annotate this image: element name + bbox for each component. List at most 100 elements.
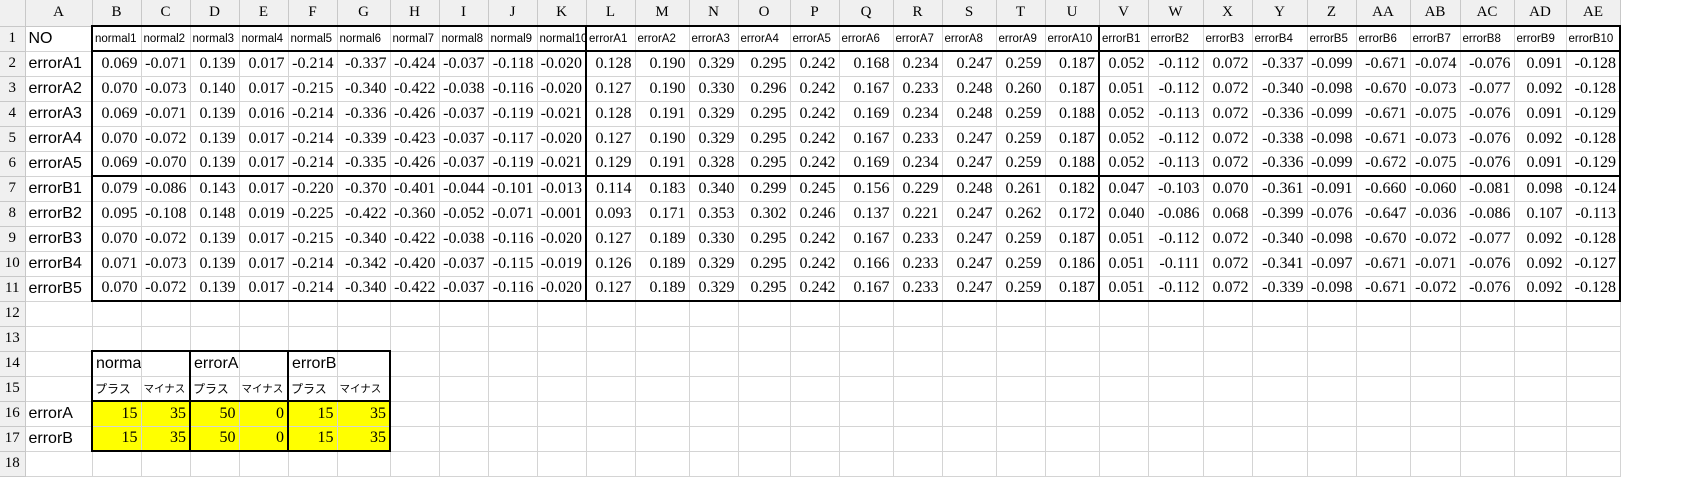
cell-j18[interactable] [488, 451, 538, 477]
data-cell[interactable]: -0.214 [288, 101, 338, 127]
cell-ac12[interactable] [1460, 301, 1515, 327]
cell-ad14[interactable] [1514, 351, 1567, 377]
column-label-normal5[interactable]: normal5 [288, 25, 338, 52]
cell-e12[interactable] [239, 301, 289, 327]
row-header-1[interactable]: 1 [0, 26, 26, 52]
data-cell[interactable]: 0.242 [790, 151, 840, 177]
data-cell[interactable]: 0.295 [738, 226, 791, 252]
data-cell[interactable]: -0.336 [337, 101, 391, 127]
data-cell[interactable]: 0.019 [239, 201, 289, 227]
data-cell[interactable]: 0.128 [586, 101, 636, 127]
row-label-errora4[interactable]: errorA4 [25, 126, 93, 152]
data-cell[interactable]: -0.340 [337, 276, 391, 302]
cell-j16[interactable] [488, 401, 538, 427]
data-cell[interactable]: -0.086 [141, 176, 191, 202]
column-label-errorb8[interactable]: errorB8 [1460, 25, 1515, 52]
data-cell[interactable]: 0.189 [635, 251, 690, 277]
data-cell[interactable]: -0.119 [488, 101, 538, 127]
row-header-4[interactable]: 4 [0, 101, 26, 127]
data-cell[interactable]: -0.340 [337, 226, 391, 252]
data-cell[interactable]: -0.340 [1252, 226, 1308, 252]
column-label-errora9[interactable]: errorA9 [996, 25, 1046, 52]
cell-p16[interactable] [790, 401, 840, 427]
column-label-errorb9[interactable]: errorB9 [1514, 25, 1567, 52]
cell-m12[interactable] [635, 301, 690, 327]
data-cell[interactable]: -0.072 [1410, 276, 1461, 302]
cell-h12[interactable] [390, 301, 440, 327]
data-cell[interactable]: -0.339 [337, 126, 391, 152]
cell-v17[interactable] [1099, 426, 1149, 452]
data-cell[interactable]: -0.215 [288, 76, 338, 102]
data-cell[interactable]: -0.422 [390, 76, 440, 102]
data-cell[interactable]: -0.086 [1148, 201, 1204, 227]
cell-ab15[interactable] [1410, 376, 1461, 402]
data-cell[interactable]: 0.070 [91, 76, 142, 102]
data-cell[interactable]: -0.037 [439, 51, 489, 77]
data-cell[interactable]: -0.098 [1307, 126, 1357, 152]
data-cell[interactable]: 0.187 [1045, 276, 1100, 302]
data-cell[interactable]: 0.093 [586, 201, 636, 227]
data-cell[interactable]: -0.115 [488, 251, 538, 277]
column-label-normal4[interactable]: normal4 [239, 25, 289, 52]
cell-u13[interactable] [1045, 326, 1100, 352]
data-cell[interactable]: -0.118 [488, 51, 538, 77]
data-cell[interactable]: 0.017 [239, 151, 289, 177]
data-cell[interactable]: 0.340 [689, 176, 739, 202]
data-cell[interactable]: 0.072 [1203, 276, 1253, 302]
data-cell[interactable]: 0.182 [1045, 176, 1100, 202]
cell-m15[interactable] [635, 376, 690, 402]
cell-x16[interactable] [1203, 401, 1253, 427]
data-cell[interactable]: -0.037 [439, 276, 489, 302]
data-cell[interactable]: -0.098 [1307, 76, 1357, 102]
column-header-i[interactable]: I [439, 0, 489, 27]
data-cell[interactable]: 0.259 [996, 126, 1046, 152]
summary-group-normal[interactable]: normal [91, 350, 142, 377]
data-cell[interactable]: 0.242 [790, 76, 840, 102]
header-cell-no[interactable]: NO [25, 26, 93, 52]
column-header-h[interactable]: H [390, 0, 440, 27]
column-header-f[interactable]: F [288, 0, 338, 27]
data-cell[interactable]: 0.127 [586, 126, 636, 152]
data-cell[interactable]: -0.342 [337, 251, 391, 277]
data-cell[interactable]: -0.426 [390, 101, 440, 127]
data-cell[interactable]: -0.098 [1307, 226, 1357, 252]
cell-n14[interactable] [689, 351, 739, 377]
row-header-13[interactable]: 13 [0, 326, 26, 352]
row-label-errora3[interactable]: errorA3 [25, 101, 93, 127]
cell-ae18[interactable] [1566, 451, 1621, 477]
cell-s18[interactable] [942, 451, 997, 477]
data-cell[interactable]: 0.092 [1514, 226, 1567, 252]
cell-t14[interactable] [996, 351, 1046, 377]
data-cell[interactable]: 0.051 [1099, 276, 1149, 302]
cell-s14[interactable] [942, 351, 997, 377]
cell-q14[interactable] [839, 351, 894, 377]
data-cell[interactable]: 0.248 [942, 76, 997, 102]
cell-l14[interactable] [586, 351, 636, 377]
summary-minus-label[interactable]: マイナス [141, 376, 191, 402]
data-cell[interactable]: -0.113 [1566, 201, 1621, 227]
data-cell[interactable]: 0.330 [689, 76, 739, 102]
cell-q18[interactable] [839, 451, 894, 477]
column-label-errorb10[interactable]: errorB10 [1566, 25, 1621, 52]
cell-h17[interactable] [390, 426, 440, 452]
data-cell[interactable]: -0.071 [488, 201, 538, 227]
column-label-errora10[interactable]: errorA10 [1045, 25, 1100, 52]
data-cell[interactable]: -0.671 [1356, 251, 1411, 277]
data-cell[interactable]: -0.128 [1566, 51, 1621, 77]
cell-g12[interactable] [337, 301, 391, 327]
cell-u16[interactable] [1045, 401, 1100, 427]
cell-h15[interactable] [390, 376, 440, 402]
cell-aa13[interactable] [1356, 326, 1411, 352]
cell-w16[interactable] [1148, 401, 1204, 427]
cell-z16[interactable] [1307, 401, 1357, 427]
data-cell[interactable]: 0.329 [689, 101, 739, 127]
cell-r13[interactable] [893, 326, 943, 352]
cell-x18[interactable] [1203, 451, 1253, 477]
cell-aa12[interactable] [1356, 301, 1411, 327]
cell-j17[interactable] [488, 426, 538, 452]
data-cell[interactable]: -0.113 [1148, 151, 1204, 177]
column-label-errora5[interactable]: errorA5 [790, 25, 840, 52]
cell-ad12[interactable] [1514, 301, 1567, 327]
data-cell[interactable]: 0.302 [738, 201, 791, 227]
row-label-errorb5[interactable]: errorB5 [25, 276, 93, 302]
